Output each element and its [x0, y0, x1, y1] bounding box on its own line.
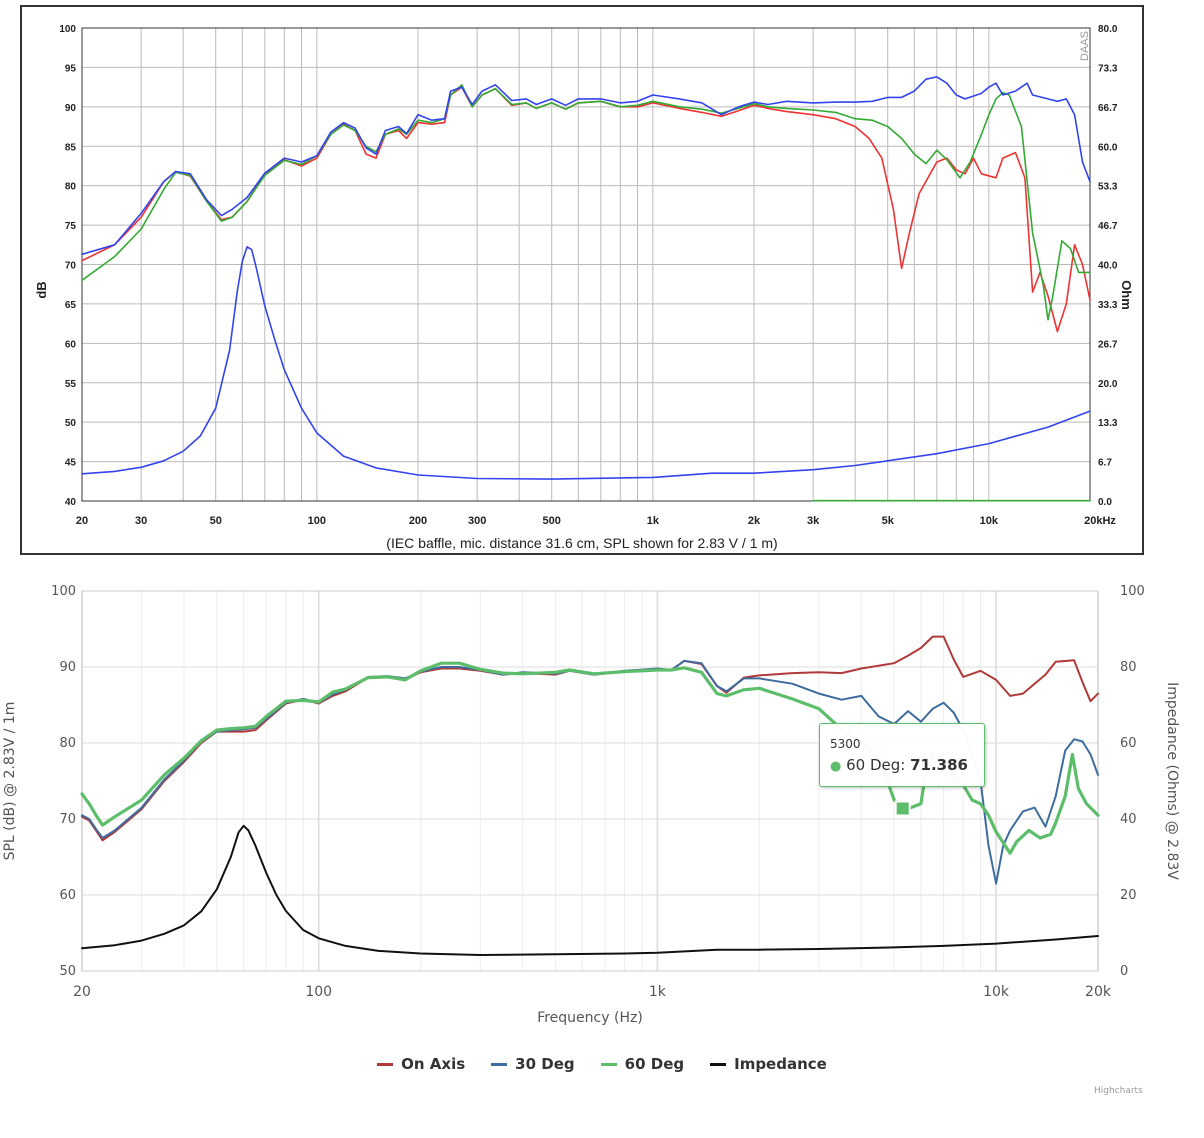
- x-tick-label: 5k: [882, 515, 895, 527]
- series-line-1: [81, 84, 1091, 321]
- y-tick-label: 45: [65, 458, 77, 469]
- y-axis-title: dB: [34, 281, 49, 298]
- y-tick-label: 70: [59, 812, 76, 827]
- y-tick-label: 90: [65, 103, 77, 114]
- hover-marker: [894, 800, 911, 817]
- x-tick-label: 200: [409, 515, 427, 527]
- y-right-tick-label: 26.7: [1098, 339, 1118, 350]
- x-tick-label: 100: [308, 515, 326, 527]
- legend-swatch: [710, 1062, 727, 1066]
- y-tick-label: 50: [59, 964, 76, 979]
- y-right-tick-label: 73.3: [1098, 63, 1118, 74]
- legend-item-30-deg[interactable]: 30 Deg: [491, 1055, 575, 1073]
- chart-credits[interactable]: Highcharts: [1094, 1086, 1143, 1096]
- y-right-tick-label: 80.0: [1098, 24, 1118, 35]
- y-right-tick-label: 46.7: [1098, 221, 1118, 232]
- series-line-60-deg: [80, 661, 1100, 855]
- legend-label: On Axis: [401, 1055, 466, 1073]
- series-line-impedance: [81, 824, 1099, 956]
- y-right-tick-label: 0.0: [1098, 497, 1112, 508]
- y-right-tick-label: 100: [1120, 584, 1145, 599]
- y-tick-label: 70: [65, 261, 77, 272]
- y-tick-label: 80: [59, 736, 76, 751]
- y-right-tick-label: 66.7: [1098, 103, 1118, 114]
- x-tick-label: 1k: [647, 515, 660, 527]
- chart-footer-note: (IEC baffle, mic. distance 31.6 cm, SPL …: [386, 535, 777, 551]
- y-right-tick-label: 20.0: [1098, 379, 1118, 390]
- tooltip-series-dot-icon: ●: [830, 759, 842, 774]
- tooltip-separator: :: [900, 756, 911, 774]
- x-tick-label: 20: [76, 515, 88, 527]
- chart-legend: On Axis 30 Deg 60 Deg Impedance: [0, 1052, 1204, 1076]
- y-right-tick-label: 20: [1120, 888, 1137, 903]
- y-tick-label: 80: [65, 182, 77, 193]
- y-tick-label: 50: [65, 418, 77, 429]
- plot-area-border: [81, 27, 1091, 502]
- legend-swatch: [600, 1062, 617, 1066]
- x-axis-title: Frequency (Hz): [537, 1010, 643, 1026]
- x-tick-label: 10k: [980, 515, 999, 527]
- plot-area-border: [81, 590, 1099, 972]
- x-tick-label: 3k: [807, 515, 820, 527]
- x-tick-label: 500: [543, 515, 561, 527]
- legend-label: 30 Deg: [515, 1055, 575, 1073]
- y-tick-label: 85: [65, 142, 77, 153]
- y-tick-label: 95: [65, 63, 77, 74]
- legend-swatch: [377, 1062, 394, 1066]
- y-tick-label: 100: [51, 584, 76, 599]
- x-tick-label: 20k: [1085, 984, 1112, 1000]
- x-tick-label: 1k: [649, 984, 667, 1000]
- legend-item-on-axis[interactable]: On Axis: [377, 1055, 465, 1073]
- watermark-text: DAAS: [1079, 31, 1091, 61]
- tooltip-value: 71.386: [910, 756, 968, 774]
- legend-swatch: [491, 1062, 508, 1066]
- y-tick-label: 40: [65, 497, 77, 508]
- y-tick-label: 60: [65, 339, 77, 350]
- series-line-3: [81, 246, 1091, 480]
- y-tick-label: 55: [65, 379, 77, 390]
- y-right-tick-label: 0: [1120, 964, 1128, 979]
- x-tick-label: 100: [305, 984, 332, 1000]
- y-tick-label: 90: [59, 660, 76, 675]
- tooltip-frequency: 5300: [830, 737, 861, 751]
- y-right-tick-label: 40.0: [1098, 261, 1118, 272]
- y-right-tick-label: 6.7: [1098, 458, 1112, 469]
- legend-label: Impedance: [734, 1055, 827, 1073]
- y-right-tick-label: 60.0: [1098, 142, 1118, 153]
- x-tick-label: 2k: [748, 515, 761, 527]
- tooltip-series-name: 60 Deg: [846, 756, 901, 774]
- y-tick-label: 100: [59, 24, 76, 35]
- chart-tooltip: 5300 ● 60 Deg: 71.386: [819, 723, 985, 787]
- tooltip-row: ● 60 Deg: 71.386: [830, 756, 968, 774]
- x-tick-label: 20: [73, 984, 91, 1000]
- y-right-tick-label: 40: [1120, 812, 1137, 827]
- y-tick-label: 75: [65, 221, 77, 232]
- x-tick-label: 50: [210, 515, 222, 527]
- y-right-tick-label: 13.3: [1098, 418, 1118, 429]
- x-tick-label: 30: [135, 515, 147, 527]
- y-axis-title: SPL (dB) @ 2.83V / 1m: [2, 702, 18, 861]
- y-tick-label: 60: [59, 888, 76, 903]
- x-tick-label: 20kHz: [1084, 515, 1116, 527]
- y-right-tick-label: 53.3: [1098, 182, 1118, 193]
- x-tick-label: 300: [468, 515, 486, 527]
- y-right-tick-label: 60: [1120, 736, 1137, 751]
- y-right-tick-label: 80: [1120, 660, 1137, 675]
- legend-label: 60 Deg: [624, 1055, 685, 1073]
- y-right-axis-title: Impedance (Ohms) @ 2.83V: [1164, 682, 1180, 880]
- legend-item-60-deg[interactable]: 60 Deg: [600, 1055, 685, 1073]
- y-right-axis-title: Ohm: [1119, 280, 1134, 310]
- x-tick-label: 10k: [983, 984, 1010, 1000]
- y-right-tick-label: 33.3: [1098, 300, 1118, 311]
- series-line-2: [81, 76, 1091, 256]
- legend-item-impedance[interactable]: Impedance: [710, 1055, 827, 1073]
- y-tick-label: 65: [65, 300, 77, 311]
